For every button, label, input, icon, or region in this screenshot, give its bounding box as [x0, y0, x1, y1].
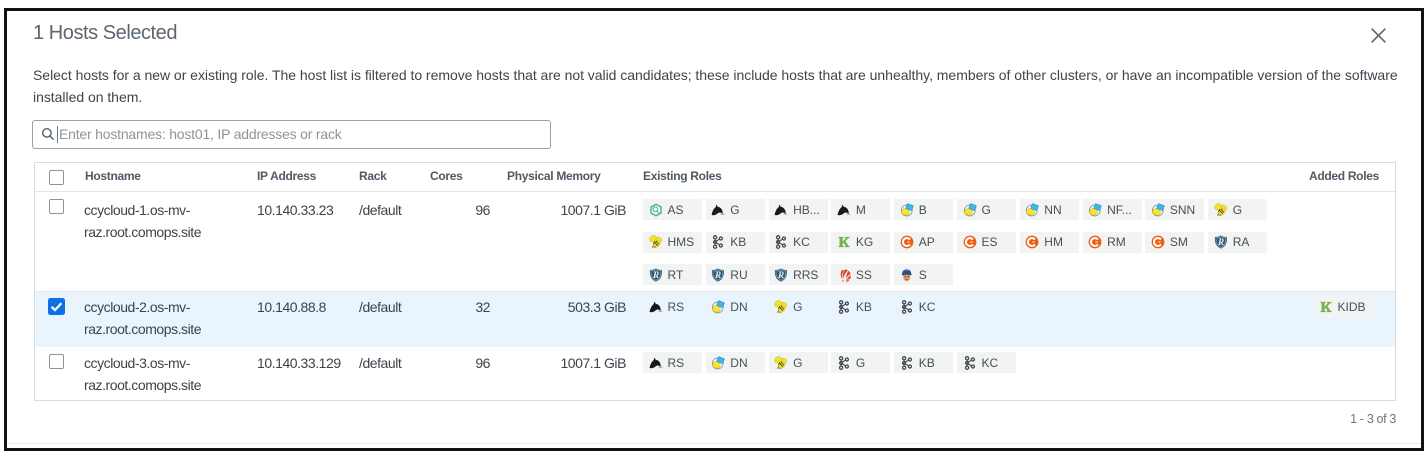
svg-text:R: R — [714, 270, 721, 280]
svg-text:R: R — [651, 270, 658, 280]
svg-text:R: R — [1217, 237, 1224, 247]
svg-text:R: R — [777, 270, 784, 280]
